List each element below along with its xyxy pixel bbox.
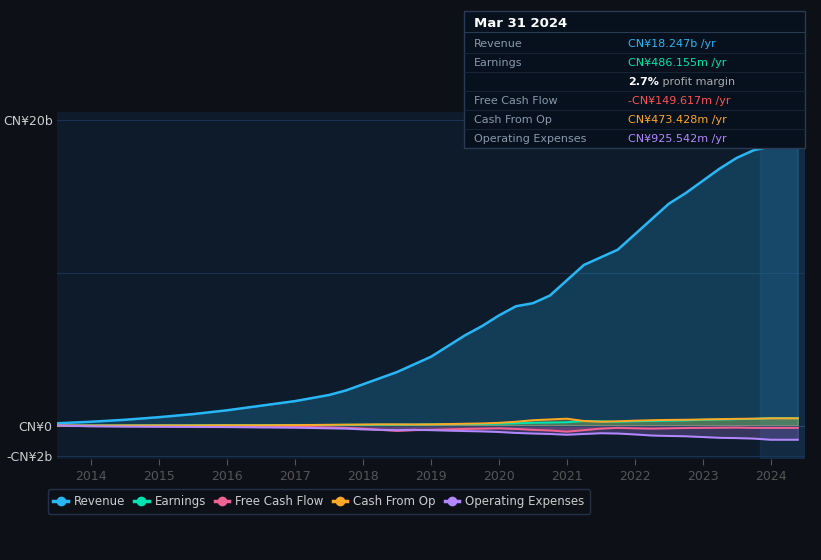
Text: Free Cash Flow: Free Cash Flow — [474, 96, 557, 106]
Text: 2.7%: 2.7% — [628, 77, 659, 87]
Text: Mar 31 2024: Mar 31 2024 — [474, 17, 567, 30]
Text: profit margin: profit margin — [659, 77, 736, 87]
Legend: Revenue, Earnings, Free Cash Flow, Cash From Op, Operating Expenses: Revenue, Earnings, Free Cash Flow, Cash … — [48, 489, 590, 514]
Text: Revenue: Revenue — [474, 39, 522, 49]
Bar — [760, 112, 805, 459]
Text: CN¥473.428m /yr: CN¥473.428m /yr — [628, 115, 727, 125]
Text: CN¥486.155m /yr: CN¥486.155m /yr — [628, 58, 727, 68]
Text: CN¥925.542m /yr: CN¥925.542m /yr — [628, 134, 727, 144]
Text: -CN¥149.617m /yr: -CN¥149.617m /yr — [628, 96, 731, 106]
Text: CN¥18.247b /yr: CN¥18.247b /yr — [628, 39, 716, 49]
Text: Cash From Op: Cash From Op — [474, 115, 552, 125]
Text: Operating Expenses: Operating Expenses — [474, 134, 586, 144]
Text: Earnings: Earnings — [474, 58, 522, 68]
